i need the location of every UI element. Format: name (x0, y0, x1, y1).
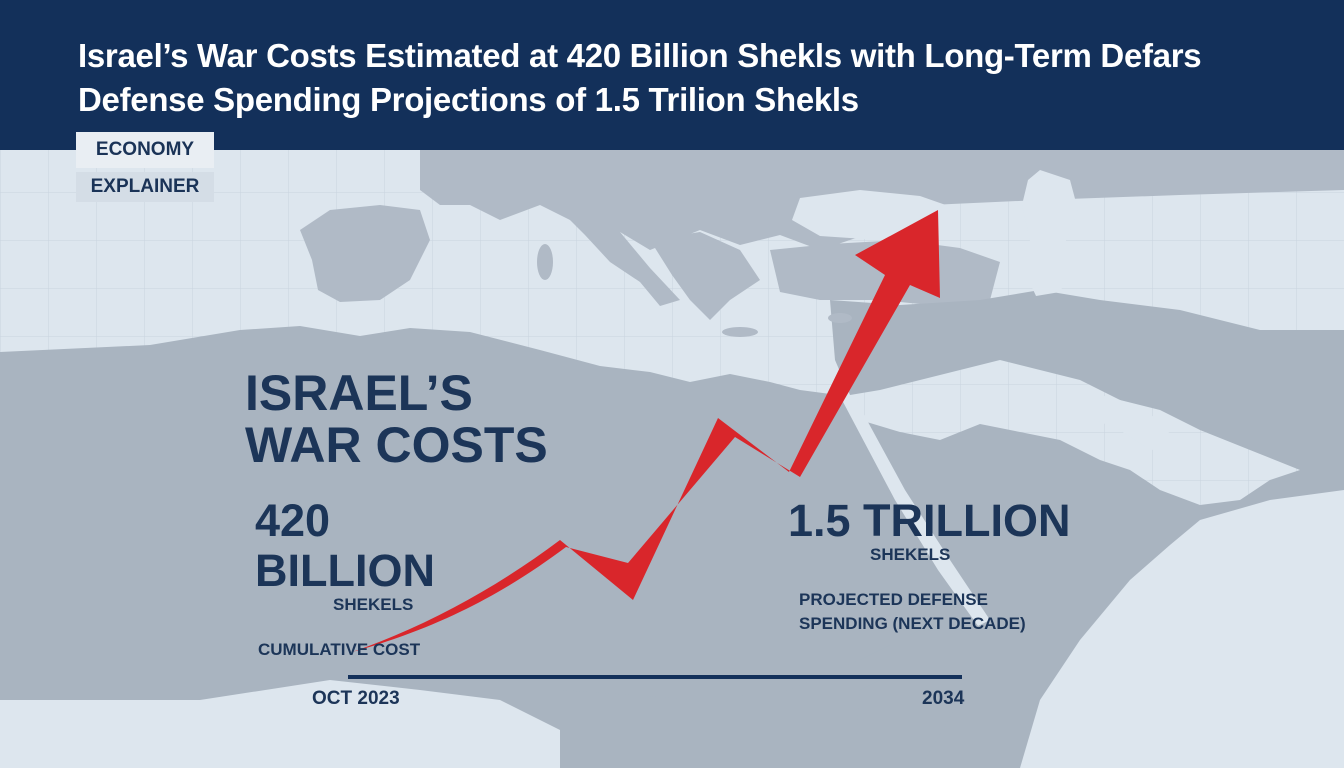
timeline-end-label: 2034 (922, 688, 965, 709)
projected-cost-value: 1.5 TRILLION (788, 495, 1071, 546)
arabian-sea (1020, 490, 1344, 768)
format-tag: EXPLAINER (76, 172, 214, 202)
category-tag: ECONOMY (76, 132, 214, 168)
headline: Israel’s War Costs Estimated at 420 Bill… (78, 37, 1202, 118)
current-cost-value: 420 BILLION (255, 495, 435, 596)
persian-gulf (1080, 390, 1180, 450)
projected-cost-unit: SHEKELS (870, 545, 951, 564)
projected-cost-description-line-2: SPENDING (NEXT DECADE) (799, 614, 1026, 633)
madagascar (856, 680, 900, 760)
current-cost-description: CUMULATIVE COST (258, 640, 421, 659)
projected-cost-description-line-1: PROJECTED DEFENSE (799, 590, 988, 609)
main-title-line-1: ISRAEL’S (245, 365, 473, 421)
gulf-of-guinea (0, 680, 560, 768)
landmass-middle-east (830, 290, 1344, 470)
island-crete (722, 327, 758, 337)
red-sea (842, 400, 990, 626)
header-banner: Israel’s War Costs Estimated at 420 Bill… (0, 0, 1344, 150)
landmass-italy (560, 205, 680, 306)
main-title: ISRAEL’S WAR COSTS (245, 367, 548, 471)
current-cost-unit: SHEKELS (333, 595, 414, 614)
landmass-iberia (300, 205, 430, 302)
growth-arrow-shape (352, 210, 940, 652)
timeline-start-label: OCT 2023 (312, 688, 400, 709)
landmass-balkans (650, 232, 760, 320)
island-sardinia (537, 244, 553, 280)
landmass-africa-arabia (0, 326, 1344, 768)
projected-cost-stat: 1.5 TRILLION SHEKELS PROJECTED DEFENSE S… (788, 496, 1078, 636)
caspian-sea (1022, 170, 1078, 296)
main-title-line-2: WAR COSTS (245, 417, 548, 473)
island-cyprus (828, 313, 852, 323)
current-cost-stat: 420 BILLION SHEKELS CUMULATIVE COST (255, 496, 515, 662)
